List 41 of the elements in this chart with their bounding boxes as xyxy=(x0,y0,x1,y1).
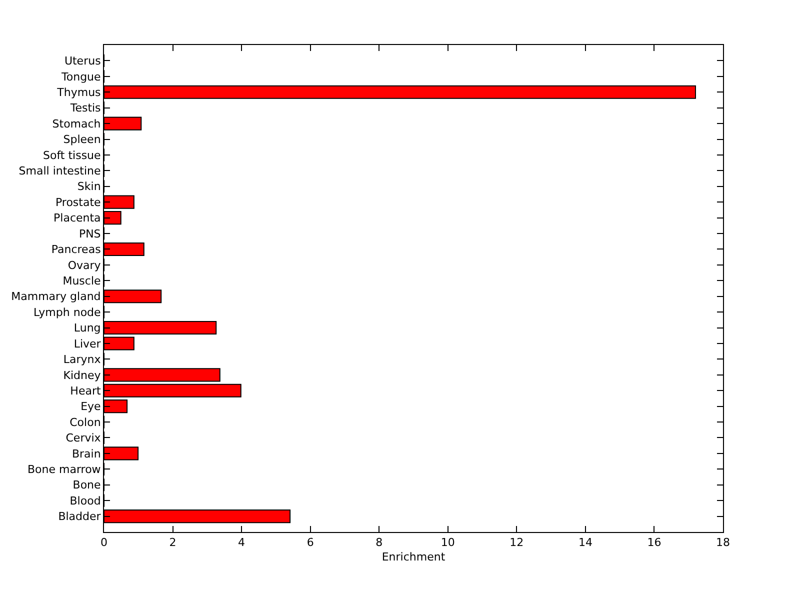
y-tick-label: Skin xyxy=(77,180,101,194)
x-tick-label: 4 xyxy=(238,536,246,550)
y-tick-label: Lymph node xyxy=(34,306,102,319)
x-tick-label: 6 xyxy=(306,536,314,550)
y-tick-label: Muscle xyxy=(62,274,102,288)
x-tick-label: 8 xyxy=(376,536,383,550)
x-tick-label: 10 xyxy=(440,536,455,550)
y-tick-label: Colon xyxy=(70,416,101,429)
x-axis-title: Enrichment xyxy=(382,550,446,564)
y-tick-label: Placenta xyxy=(54,212,101,225)
y-tick-label: Pancreas xyxy=(51,243,102,256)
y-tick-label: Larynx xyxy=(63,353,102,366)
y-tick-label: Bladder xyxy=(58,510,102,524)
y-tick-label: Brain xyxy=(72,447,101,460)
y-tick-label: Blood xyxy=(70,494,101,508)
y-tick-label: Bone marrow xyxy=(27,463,101,476)
y-tick-label: Prostate xyxy=(55,196,102,209)
y-tick-label: Kidney xyxy=(63,368,102,382)
x-tick-label: 16 xyxy=(647,536,662,550)
y-tick-label: Eye xyxy=(80,400,102,414)
y-tick-label: Mammary gland xyxy=(11,290,101,304)
x-tick-label: 18 xyxy=(716,536,730,550)
y-tick-label: Lung xyxy=(74,322,101,335)
y-tick-label: Testis xyxy=(69,102,102,115)
y-tick-label: Ovary xyxy=(68,258,102,272)
y-tick-label: Spleen xyxy=(63,133,101,146)
y-tick-label: Bone xyxy=(72,478,102,492)
y-tick-label: Stomach xyxy=(52,117,101,130)
y-tick-label: Small intestine xyxy=(18,164,102,178)
x-tick-label: 0 xyxy=(100,536,108,550)
x-tick-label: 14 xyxy=(578,536,592,550)
y-tick-label: PNS xyxy=(78,227,101,240)
y-tick-label: Liver xyxy=(74,337,102,350)
y-tick-label: Cervix xyxy=(66,432,102,445)
x-tick-label: 2 xyxy=(169,536,176,550)
y-tick-label: Uterus xyxy=(64,54,102,68)
y-tick-label: Thymus xyxy=(56,86,102,99)
y-tick-label: Heart xyxy=(70,384,102,398)
y-tick-label: Tongue xyxy=(60,70,102,84)
x-tick-label: 12 xyxy=(510,536,524,550)
y-tick-label: Soft tissue xyxy=(43,148,102,162)
